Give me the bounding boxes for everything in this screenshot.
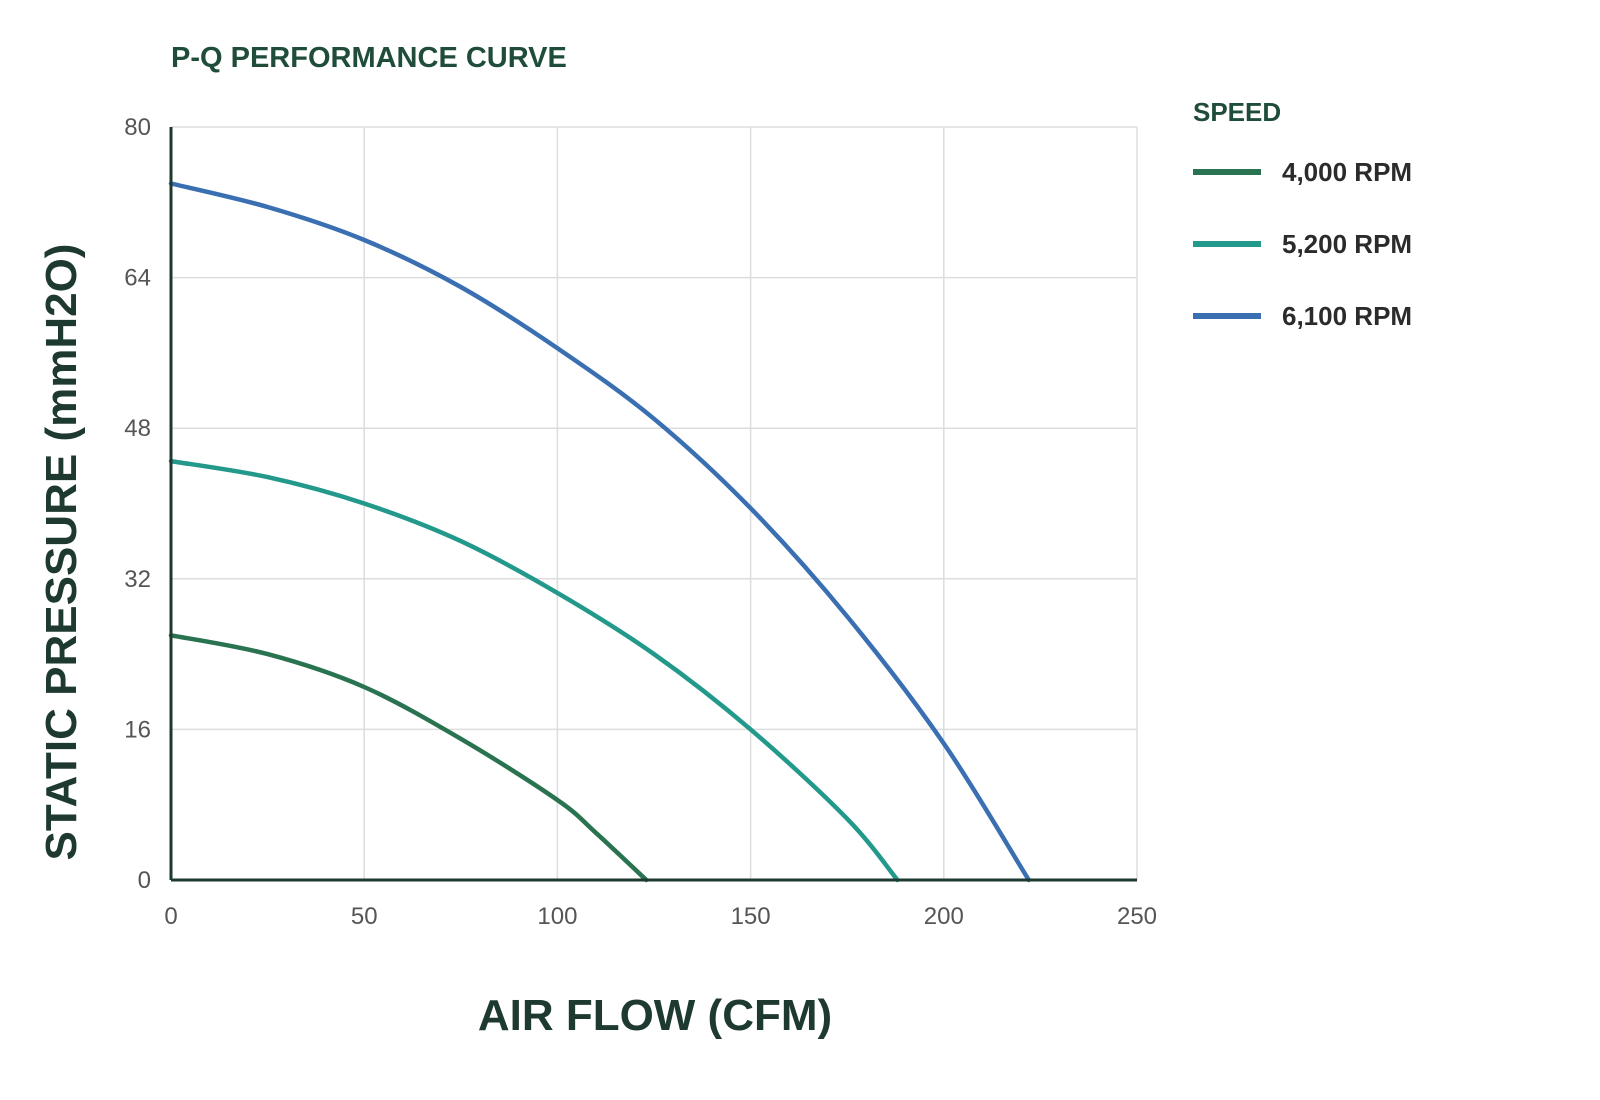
chart-title: P-Q PERFORMANCE CURVE: [171, 42, 567, 74]
grid-lines: [171, 126, 1138, 880]
y-tick-label: 32: [124, 566, 151, 593]
y-tick-label: 48: [124, 415, 151, 442]
series-lines: [168, 181, 1032, 883]
legend-label-6-100-rpm: 6,100 RPM: [1282, 301, 1412, 331]
x-tick-label: 50: [351, 903, 378, 930]
y-axis-title: STATIC PRESSURE (mmH2O): [37, 244, 86, 861]
x-tick-label: 250: [1117, 903, 1157, 930]
x-tick-labels: 0 50 100 150 200 250: [164, 903, 1157, 930]
axes: [169, 127, 1137, 882]
series-line-5-200-rpm: [168, 458, 900, 883]
series-line-6-100-rpm: [168, 181, 1032, 883]
y-tick-label: 64: [124, 265, 151, 292]
x-tick-label: 0: [164, 903, 177, 930]
x-axis-title: AIR FLOW (CFM): [478, 991, 832, 1040]
x-tick-label: 100: [537, 903, 577, 930]
legend: SPEED 4,000 RPM 5,200 RPM 6,100 RPM: [1193, 97, 1412, 331]
legend-label-5-200-rpm: 5,200 RPM: [1282, 229, 1412, 259]
y-tick-labels: 0 16 32 48 64 80: [124, 114, 151, 894]
x-tick-label: 150: [731, 903, 771, 930]
x-tick-label: 200: [924, 903, 964, 930]
legend-items: 4,000 RPM 5,200 RPM 6,100 RPM: [1193, 157, 1412, 331]
y-tick-label: 0: [138, 867, 151, 894]
legend-title: SPEED: [1193, 97, 1281, 127]
legend-label-4-000-rpm: 4,000 RPM: [1282, 157, 1412, 187]
series-line-4-000-rpm: [168, 633, 649, 883]
y-tick-label: 80: [124, 114, 151, 141]
y-tick-label: 16: [124, 716, 151, 743]
